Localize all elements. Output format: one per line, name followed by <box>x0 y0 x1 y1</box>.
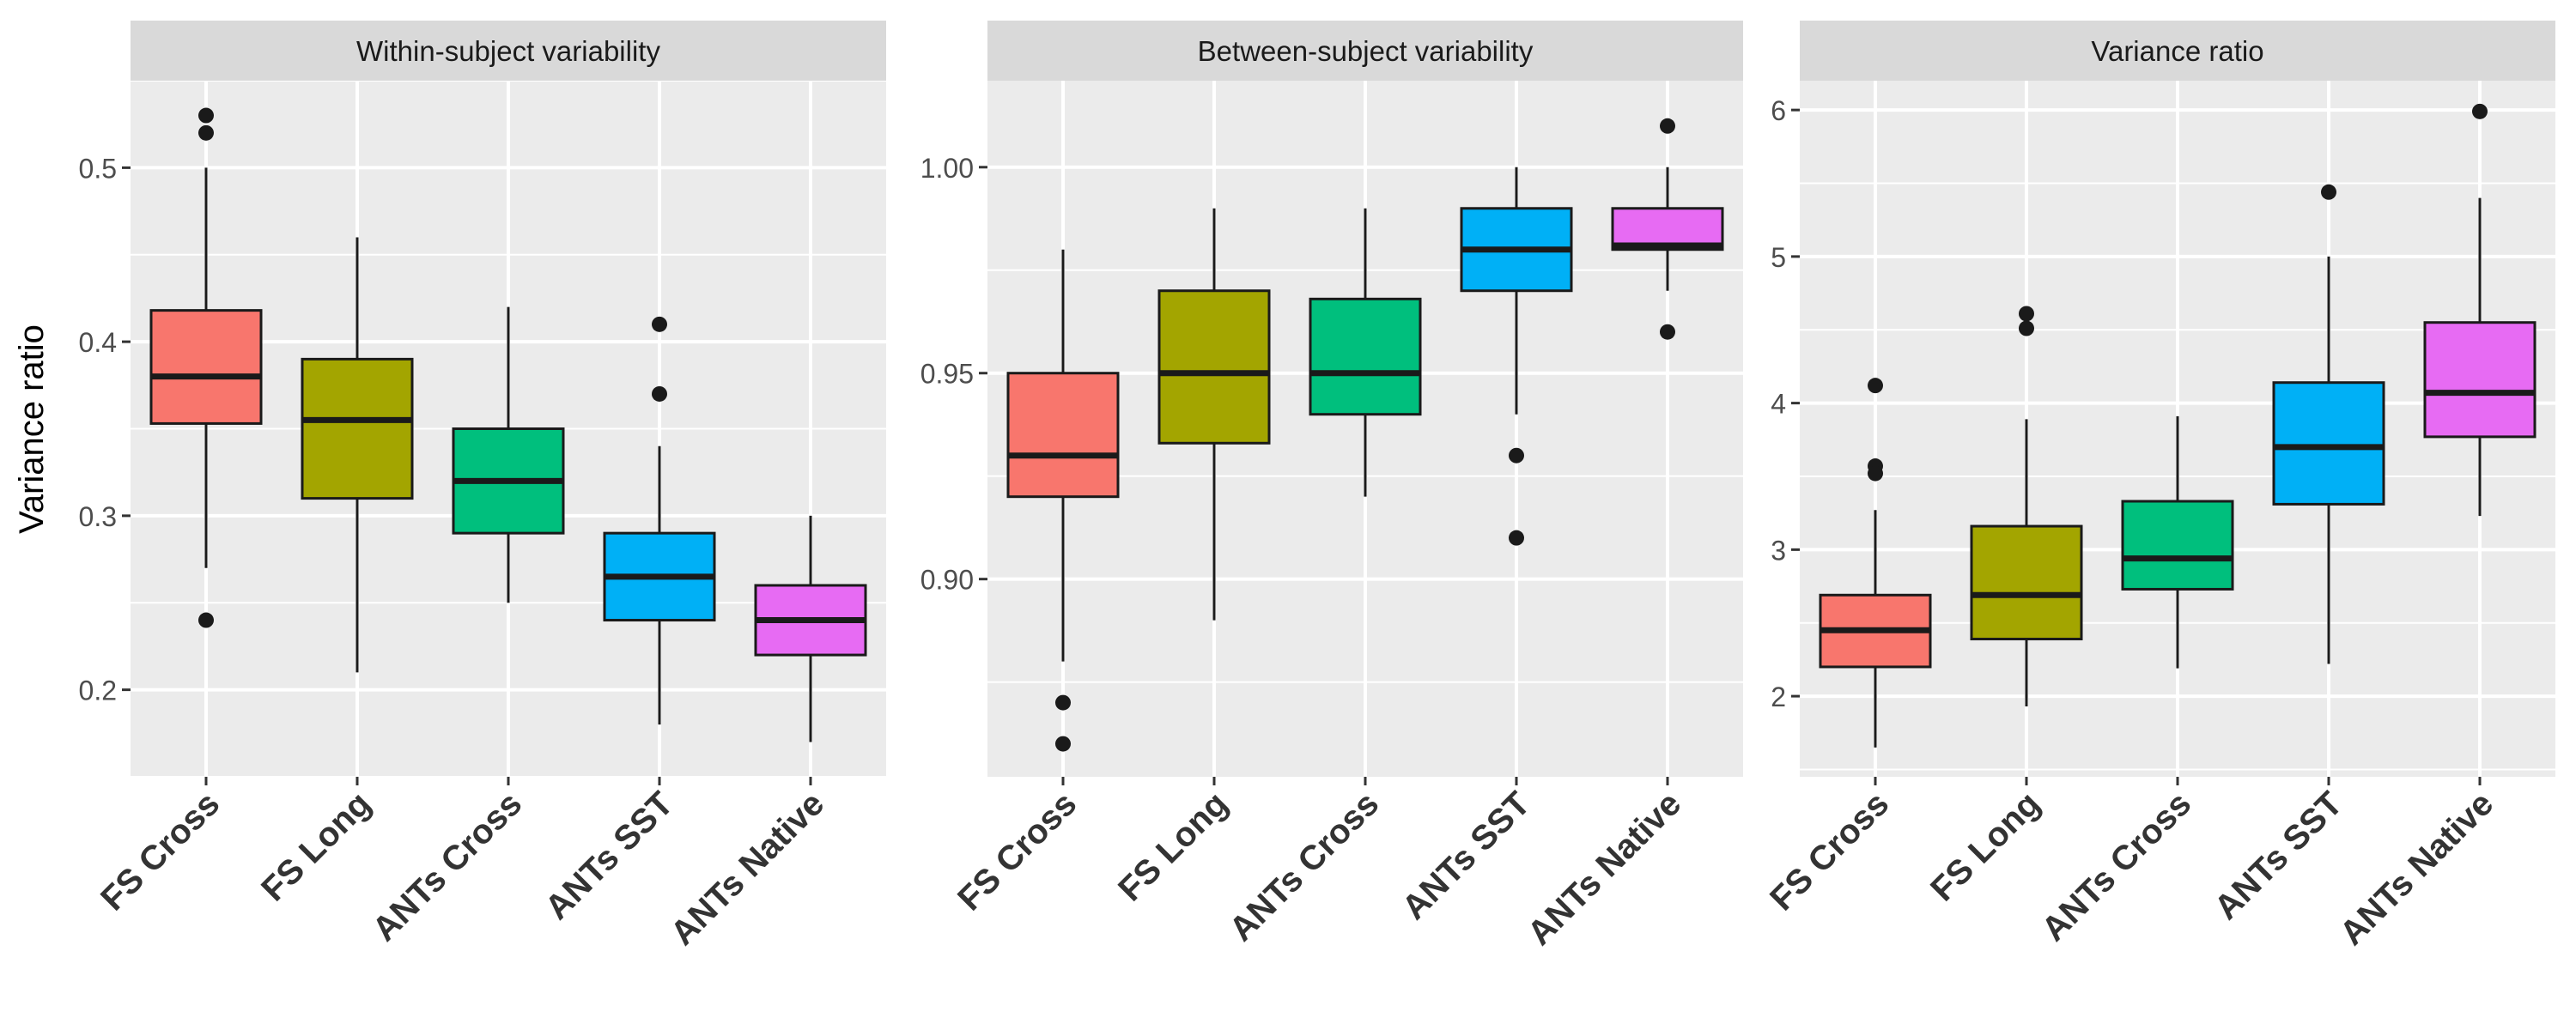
box-fs-long <box>1157 289 1271 445</box>
box-fs-long <box>301 357 414 500</box>
outlier-point <box>1055 694 1071 711</box>
outlier-point <box>1868 378 1883 394</box>
y-tick-label: 0.3 <box>79 501 117 532</box>
box-fs-cross <box>1006 372 1120 499</box>
facet-strip <box>1800 21 2555 81</box>
y-tick-label: 0.95 <box>920 359 974 390</box>
x-tick-label: ANTs Cross <box>365 785 529 948</box>
box-ants-native <box>2423 321 2537 439</box>
outlier-point <box>198 124 214 141</box>
x-tick-label: ANTs Native <box>2333 785 2501 953</box>
facet-title: Within-subject variability <box>356 35 660 67</box>
outlier-point <box>2472 103 2488 119</box>
x-tick-label: ANTs SST <box>538 785 681 927</box>
outlier-point <box>652 385 667 402</box>
y-tick-label: 6 <box>1771 95 1786 126</box>
facet-title: Variance ratio <box>2091 35 2263 67</box>
outlier-point <box>1660 324 1675 340</box>
x-tick-label: ANTs Cross <box>2034 785 2198 948</box>
box-ants-sst <box>2272 381 2385 506</box>
y-tick-label: 0.5 <box>79 153 117 184</box>
y-tick-label: 3 <box>1771 535 1786 566</box>
outlier-point <box>1509 530 1524 546</box>
y-tick-label: 1.00 <box>920 153 974 184</box>
x-tick-label: FS Cross <box>951 785 1084 918</box>
box-fs-cross <box>149 309 263 425</box>
outlier-point <box>1660 118 1675 134</box>
y-tick-label: 4 <box>1771 389 1786 420</box>
facet-strip <box>131 21 886 81</box>
y-tick-label: 2 <box>1771 682 1786 712</box>
outlier-point <box>198 107 214 124</box>
box-fs-long <box>1970 524 2083 641</box>
x-tick-label: ANTs SST <box>1395 785 1538 927</box>
y-axis-title: Variance ratio <box>13 324 51 534</box>
facet-title: Between-subject variability <box>1198 35 1534 67</box>
x-tick-label: FS Cross <box>1763 785 1896 918</box>
x-tick-label: FS Long <box>1923 785 2047 908</box>
outlier-point <box>2019 320 2034 336</box>
outlier-point <box>652 316 667 332</box>
outlier-point <box>1509 447 1524 464</box>
x-tick-label: FS Cross <box>94 785 227 918</box>
x-tick-label: FS Long <box>1111 785 1235 908</box>
y-tick-label: 0.2 <box>79 676 117 706</box>
y-tick-label: 5 <box>1771 242 1786 273</box>
y-tick-label: 0.4 <box>79 327 117 358</box>
box-ants-cross <box>1309 297 1422 416</box>
outlier-point <box>1055 736 1071 752</box>
outlier-point <box>1868 465 1883 482</box>
outlier-point <box>2019 306 2034 322</box>
facet-strip <box>987 21 1743 81</box>
box-ants-cross <box>2121 500 2234 591</box>
x-tick-label: ANTs Cross <box>1222 785 1386 948</box>
x-tick-label: ANTs SST <box>2208 785 2350 927</box>
y-tick-label: 0.90 <box>920 565 974 596</box>
outlier-point <box>2321 184 2336 200</box>
x-tick-label: ANTs Native <box>1521 785 1689 953</box>
outlier-point <box>198 612 214 628</box>
x-tick-label: ANTs Native <box>664 785 832 953</box>
x-tick-label: FS Long <box>254 785 378 908</box>
